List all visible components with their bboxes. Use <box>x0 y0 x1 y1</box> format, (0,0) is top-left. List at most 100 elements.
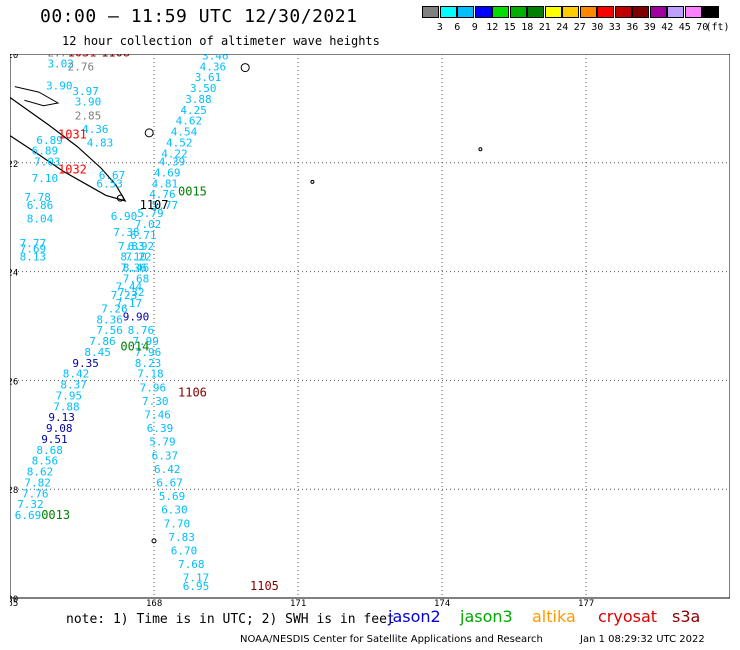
wave-height-label: 4.25 <box>180 104 207 117</box>
island-outline <box>151 538 157 544</box>
legend-label: 27 <box>573 22 586 33</box>
wave-height-label: 3.46 <box>202 54 229 62</box>
lon-tick-label: 165 <box>10 599 18 606</box>
wave-height-label: 7.10 <box>32 172 58 185</box>
wave-height-label: 4.39 <box>159 156 186 169</box>
wave-height-label: 7.96 <box>140 381 167 394</box>
wave-height-label: 7.32 <box>17 498 44 511</box>
track-time-label: 1105 <box>250 579 279 593</box>
wave-height-label: 9.08 <box>46 422 73 435</box>
island-outline <box>310 179 315 184</box>
satellite-altika: altika <box>532 607 576 626</box>
track-time-label: 1106 <box>178 386 207 400</box>
wave-height-label: 6.42 <box>154 463 181 476</box>
wave-height-label: 7.23 <box>111 289 138 302</box>
wave-height-label: 7.96 <box>135 346 162 359</box>
legend-label: 18 <box>521 22 534 33</box>
wave-height-label: 8.76 <box>128 324 155 337</box>
legend-swatch <box>597 6 614 18</box>
wave-height-label: 8.36 <box>96 313 123 326</box>
wave-height-label: 6.67 <box>156 476 183 489</box>
track-time-label: 0013 <box>41 508 70 522</box>
footer-note: note: 1) Time is in UTC; 2) SWH is in fe… <box>66 612 395 627</box>
legend-swatch <box>684 6 702 18</box>
wave-height-label: 8.42 <box>63 368 90 381</box>
wave-height-label: 3.88 <box>185 93 212 106</box>
legend-label: 24 <box>556 22 569 33</box>
wave-height-label: 7.46 <box>144 408 171 421</box>
legend-swatch <box>544 6 562 18</box>
wave-height-label: 4.81 <box>152 177 179 190</box>
wave-height-label: 6.69 <box>15 509 42 522</box>
wave-height-label: 4.62 <box>176 115 203 128</box>
wave-height-label: 5.69 <box>159 490 186 503</box>
wave-height-label: 7.82 <box>24 476 51 489</box>
wave-height-label: 4.36 <box>200 60 227 73</box>
lon-tick-label: 168 <box>146 599 162 606</box>
wave-height-label: 7.17 <box>183 572 210 585</box>
wave-height-label: 3.97 <box>72 85 99 98</box>
wave-height-map: 2.773.022.763.903.973.902.854.364.836.89… <box>10 54 730 606</box>
legend-swatch <box>439 6 457 18</box>
wave-height-label: 8.13 <box>20 251 47 264</box>
legend-label: 21 <box>538 22 551 33</box>
legend-swatch <box>474 6 492 18</box>
island-outline <box>478 147 483 152</box>
island-outline <box>116 194 124 202</box>
wave-height-label: 4.54 <box>171 126 198 139</box>
legend-label: 45 <box>678 22 691 33</box>
legend-unit: (ft) <box>705 22 730 33</box>
wave-height-label: 3.02 <box>47 58 74 71</box>
wave-height-label: 6.95 <box>183 580 210 593</box>
lat-tick-label: -26 <box>10 377 18 387</box>
wave-height-label: 9.90 <box>123 311 150 324</box>
wave-height-label: 6.89 <box>32 145 58 158</box>
wave-height-label: 7.44 <box>116 281 143 294</box>
wave-height-label: 7.77 <box>20 237 47 250</box>
satellite-s3a: s3a <box>672 607 701 626</box>
legend-label: 30 <box>591 22 604 33</box>
wave-height-label: 7.68 <box>123 272 150 285</box>
wave-height-label: 8.23 <box>135 357 162 370</box>
wave-height-label: 8.04 <box>27 213 54 226</box>
wave-height-label: 6.30 <box>161 504 188 517</box>
legend-swatch <box>632 6 649 18</box>
track-time-label: 1031 <box>58 127 87 141</box>
wave-height-label: 7.17 <box>116 297 143 310</box>
satellite-jason3: jason3 <box>460 607 513 626</box>
wave-height-label: 7.83 <box>118 240 145 253</box>
wave-height-label: 7.32 <box>118 286 145 299</box>
wave-height-label: 7.68 <box>178 558 205 571</box>
legend-label: 39 <box>643 22 656 33</box>
wave-height-label: 6.89 <box>36 134 63 147</box>
map-title: 00:00 — 11:59 UTC 12/30/2021 <box>40 6 358 27</box>
legend-swatch <box>614 6 632 18</box>
wave-height-label: 8.46 <box>123 262 150 275</box>
wave-height-label: 4.52 <box>166 136 193 149</box>
legend-swatch <box>527 6 544 18</box>
wave-height-label: 7.26 <box>101 302 128 315</box>
wave-height-label: 6.53 <box>96 177 123 190</box>
wave-height-label: 7.22 <box>125 251 152 264</box>
wave-height-label: 7.76 <box>22 487 49 500</box>
wave-height-label: 5.79 <box>149 436 176 449</box>
wave-height-label: 2.85 <box>75 109 102 122</box>
legend-label: 33 <box>608 22 621 33</box>
legend-swatch <box>457 6 474 18</box>
legend-label: 36 <box>626 22 639 33</box>
lat-tick-label: -24 <box>10 269 18 279</box>
legend-swatch <box>702 6 719 18</box>
wave-height-label: 7.88 <box>53 400 79 413</box>
lat-tick-label: -20 <box>10 54 18 61</box>
satellite-cryosat: cryosat <box>598 607 658 626</box>
wave-height-label: 4.22 <box>161 147 188 160</box>
legend-label: 70 <box>696 22 709 33</box>
wave-height-label: 7.70 <box>164 517 191 530</box>
wave-height-label: 9.51 <box>41 433 67 446</box>
wave-height-label: 6.39 <box>147 422 174 435</box>
track-time-label: 1032 <box>58 163 87 177</box>
legend-label: 15 <box>503 22 516 33</box>
lon-tick-label: 171 <box>290 599 306 606</box>
legend-swatch <box>649 6 667 18</box>
wave-height-label: 3.90 <box>46 79 73 92</box>
